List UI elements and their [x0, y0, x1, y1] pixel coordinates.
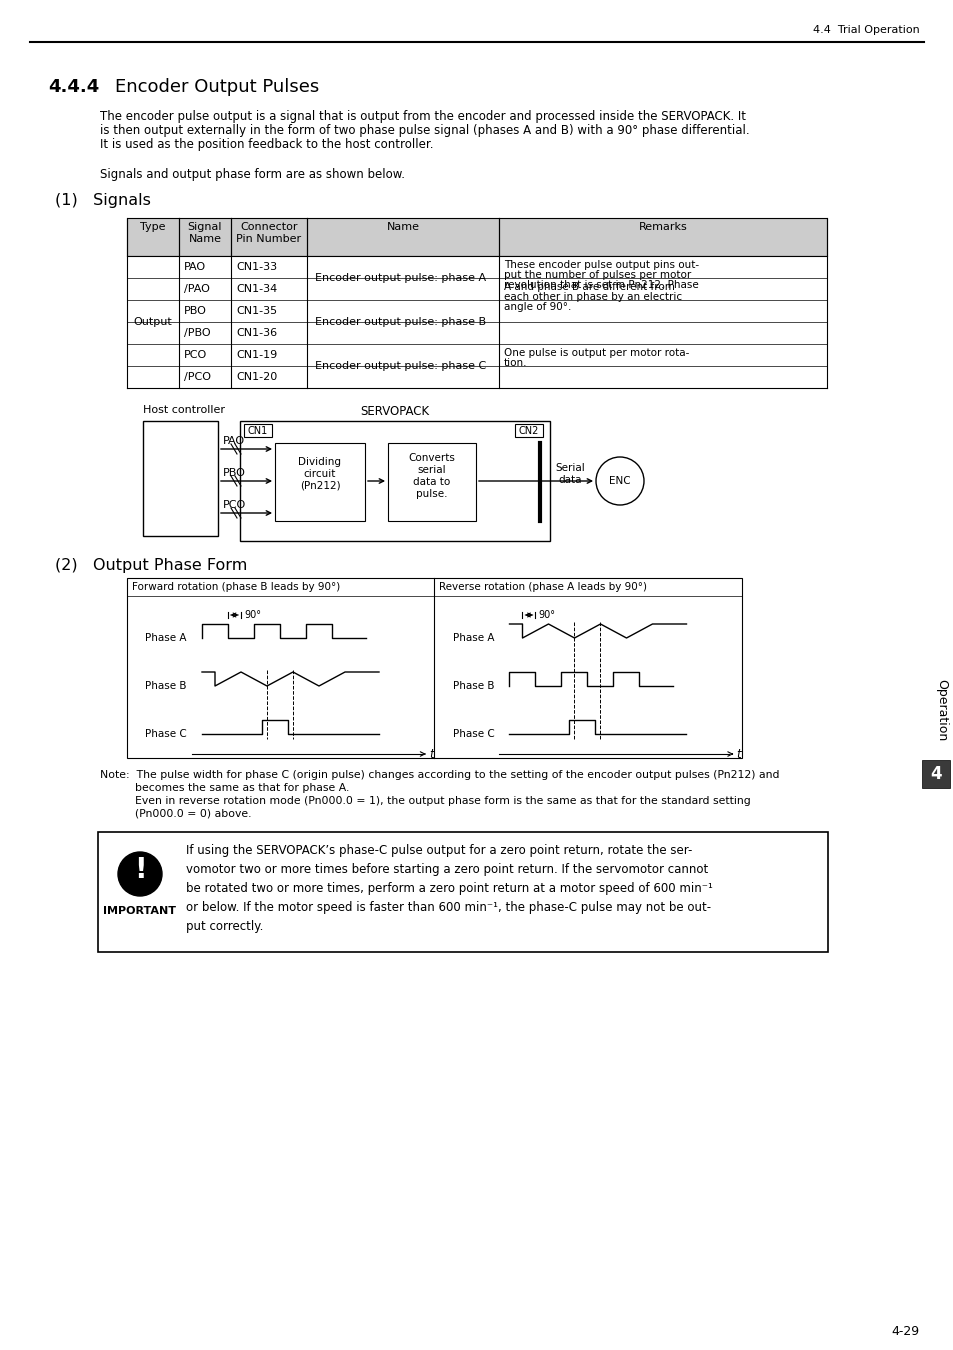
Text: CN1-34: CN1-34	[235, 284, 277, 294]
Bar	[143, 421, 218, 536]
Text: /PBO: /PBO	[184, 328, 211, 338]
Text: PCO: PCO	[223, 500, 246, 510]
Text: t: t	[429, 748, 434, 760]
Text: PBO: PBO	[223, 468, 246, 478]
Text: Operation: Operation	[935, 679, 947, 741]
Text: Phase C: Phase C	[145, 729, 187, 738]
Text: Signals and output phase form are as shown below.: Signals and output phase form are as sho…	[100, 167, 405, 181]
Text: pulse.: pulse.	[416, 489, 447, 500]
Text: Reverse rotation (phase A leads by 90°): Reverse rotation (phase A leads by 90°)	[439, 582, 647, 593]
Text: /PAO: /PAO	[184, 284, 210, 294]
Text: ENC: ENC	[609, 477, 630, 486]
Text: (1)   Signals: (1) Signals	[55, 193, 151, 208]
Text: CN1-19: CN1-19	[235, 350, 277, 360]
Text: PCO: PCO	[184, 350, 207, 360]
Circle shape	[596, 458, 643, 505]
Text: Connector
Pin Number: Connector Pin Number	[236, 221, 301, 243]
Bar	[127, 300, 826, 323]
Bar	[127, 217, 826, 256]
Text: If using the SERVOPACK’s phase-C pulse output for a zero point return, rotate th: If using the SERVOPACK’s phase-C pulse o…	[186, 844, 692, 857]
Bar	[127, 344, 826, 366]
Text: PAO: PAO	[184, 262, 206, 271]
Text: Encoder output pulse: phase C: Encoder output pulse: phase C	[314, 360, 486, 371]
Text: Encoder Output Pulses: Encoder Output Pulses	[115, 78, 319, 96]
Text: PBO: PBO	[184, 306, 207, 316]
Text: CN1-36: CN1-36	[235, 328, 276, 338]
Text: becomes the same as that for phase A.: becomes the same as that for phase A.	[100, 783, 349, 792]
Text: Remarks: Remarks	[638, 221, 687, 232]
Text: Signal
Name: Signal Name	[188, 221, 222, 243]
Circle shape	[118, 852, 162, 896]
Bar	[127, 323, 826, 344]
Text: 4.4.4: 4.4.4	[48, 78, 99, 96]
Text: is then output externally in the form of two phase pulse signal (phases A and B): is then output externally in the form of…	[100, 124, 749, 136]
Text: 90°: 90°	[537, 610, 555, 620]
Text: PAO: PAO	[223, 436, 245, 446]
Text: data to: data to	[413, 477, 450, 487]
Text: IMPORTANT: IMPORTANT	[103, 906, 176, 917]
Text: A and phase B are different from: A and phase B are different from	[503, 282, 674, 292]
Text: angle of 90°.: angle of 90°.	[503, 302, 571, 312]
Text: Encoder output pulse: phase B: Encoder output pulse: phase B	[314, 317, 486, 327]
Text: Phase B: Phase B	[146, 680, 187, 691]
Bar	[127, 256, 826, 278]
Bar	[274, 443, 365, 521]
Bar	[921, 760, 949, 788]
Text: CN2: CN2	[518, 425, 538, 436]
Text: be rotated two or more times, perform a zero point return at a motor speed of 60: be rotated two or more times, perform a …	[186, 882, 712, 895]
Text: put the number of pulses per motor: put the number of pulses per motor	[503, 270, 691, 279]
Bar	[127, 578, 741, 757]
Bar	[515, 424, 542, 437]
Text: Encoder output pulse: phase A: Encoder output pulse: phase A	[314, 273, 486, 284]
Bar	[98, 832, 827, 952]
Text: Name: Name	[386, 221, 419, 232]
Text: Host controller: Host controller	[143, 405, 225, 414]
Text: vomotor two or more times before starting a zero point return. If the servomotor: vomotor two or more times before startin…	[186, 863, 707, 876]
Text: circuit: circuit	[303, 468, 335, 479]
Text: t: t	[736, 748, 740, 760]
Bar	[127, 278, 826, 300]
Text: (2)   Output Phase Form: (2) Output Phase Form	[55, 558, 247, 572]
Text: The encoder pulse output is a signal that is output from the encoder and process: The encoder pulse output is a signal tha…	[100, 109, 745, 123]
Text: serial: serial	[417, 464, 446, 475]
Text: 4-29: 4-29	[891, 1324, 919, 1338]
Text: Phase C: Phase C	[453, 729, 494, 738]
Text: CN1: CN1	[248, 425, 268, 436]
Text: !: !	[133, 856, 146, 884]
Text: Serial
data: Serial data	[555, 463, 584, 485]
Text: SERVOPACK: SERVOPACK	[359, 405, 429, 418]
Text: revolution that is set in Pn212. Phase: revolution that is set in Pn212. Phase	[503, 279, 698, 290]
Text: CN1-20: CN1-20	[235, 373, 277, 382]
Text: It is used as the position feedback to the host controller.: It is used as the position feedback to t…	[100, 138, 433, 151]
Text: Converts: Converts	[408, 454, 455, 463]
Text: One pulse is output per motor rota-: One pulse is output per motor rota-	[503, 348, 689, 358]
Text: Phase B: Phase B	[453, 680, 494, 691]
Bar	[244, 424, 272, 437]
Text: Type: Type	[140, 221, 166, 232]
Text: or below. If the motor speed is faster than 600 min⁻¹, the phase-C pulse may not: or below. If the motor speed is faster t…	[186, 900, 710, 914]
Text: CN1-35: CN1-35	[235, 306, 276, 316]
Bar	[240, 421, 550, 541]
Text: Even in reverse rotation mode (Pn000.0 = 1), the output phase form is the same a: Even in reverse rotation mode (Pn000.0 =…	[100, 796, 750, 806]
Text: 90°: 90°	[244, 610, 261, 620]
Text: /PCO: /PCO	[184, 373, 211, 382]
Text: each other in phase by an electric: each other in phase by an electric	[503, 292, 681, 302]
Text: Phase A: Phase A	[146, 633, 187, 643]
Text: put correctly.: put correctly.	[186, 919, 263, 933]
Text: Dividing: Dividing	[298, 458, 341, 467]
Text: 4: 4	[929, 765, 941, 783]
Text: tion.: tion.	[503, 358, 527, 369]
Text: Phase A: Phase A	[453, 633, 494, 643]
Text: These encoder pulse output pins out-: These encoder pulse output pins out-	[503, 261, 699, 270]
Text: Forward rotation (phase B leads by 90°): Forward rotation (phase B leads by 90°)	[132, 582, 340, 593]
Text: Note:  The pulse width for phase C (origin pulse) changes according to the setti: Note: The pulse width for phase C (origi…	[100, 769, 779, 780]
Text: (Pn000.0 = 0) above.: (Pn000.0 = 0) above.	[100, 809, 252, 819]
Bar	[388, 443, 476, 521]
Bar	[127, 366, 826, 387]
Text: (Pn212): (Pn212)	[299, 481, 340, 491]
Text: Output: Output	[133, 317, 172, 327]
Text: 4.4  Trial Operation: 4.4 Trial Operation	[812, 26, 919, 35]
Text: CN1-33: CN1-33	[235, 262, 276, 271]
